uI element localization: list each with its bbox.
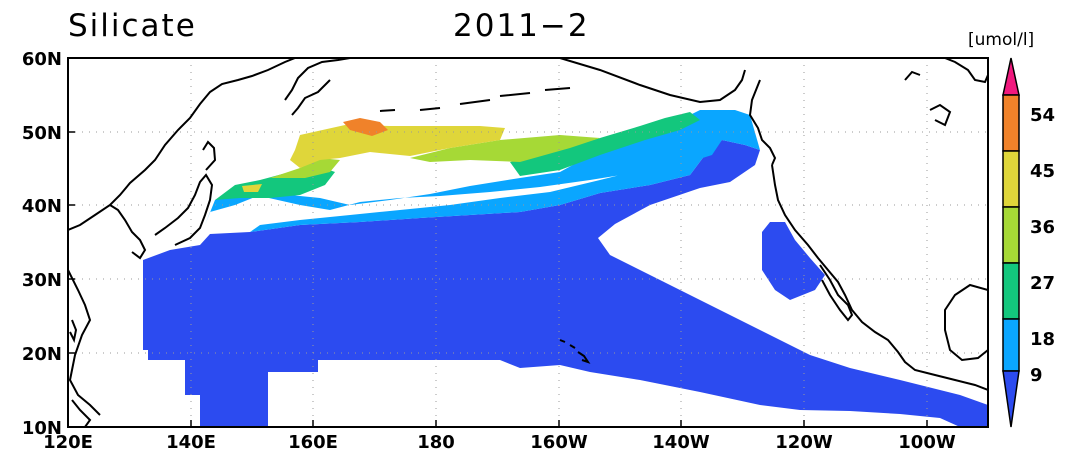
lon-label-120E: 120E (43, 432, 93, 453)
lat-label-40N: 40N (22, 196, 62, 217)
colorbar-unit-label: [umol/l] (968, 30, 1035, 50)
colorbar-label-54: 54 (1030, 105, 1055, 126)
colorbar-swatch-bottom (1002, 370, 1020, 428)
colorbar-label-36: 36 (1030, 217, 1055, 238)
silicate-band-0-9 (143, 140, 988, 427)
coastlines (68, 58, 988, 427)
variable-title: Silicate (68, 8, 197, 44)
colorbar-label-18: 18 (1030, 329, 1055, 350)
lon-label-100W: 100W (898, 432, 956, 453)
lon-label-140E: 140E (166, 432, 216, 453)
colorbar (1002, 57, 1020, 428)
silicate-band-18-27 (215, 112, 700, 200)
map-frame (67, 57, 989, 428)
lat-label-60N: 60N (22, 49, 62, 70)
silicate-band-36-45 (242, 125, 505, 192)
silicate-field (143, 110, 988, 427)
lon-label-120W: 120W (775, 432, 833, 453)
colorbar-swatch-36-45 (1002, 150, 1020, 208)
axis-ticks (67, 131, 928, 427)
lat-label-10N: 10N (22, 418, 62, 439)
colorbar-swatch-45-54 (1002, 94, 1020, 152)
colorbar-label-45: 45 (1030, 161, 1055, 182)
colorbar-label-9: 9 (1030, 365, 1043, 386)
silicate-band-0-9-coastal (762, 222, 825, 300)
axis-labels: 120E 140E 160E 180 160W 140W 120W 100W 1… (22, 49, 956, 453)
silicate-band-9-18 (205, 110, 760, 232)
colorbar-swatch-9-18 (1002, 318, 1020, 372)
colorbar-swatch-top (1002, 57, 1020, 96)
lat-label-30N: 30N (22, 270, 62, 291)
lat-label-50N: 50N (22, 123, 62, 144)
lat-label-20N: 20N (22, 344, 62, 365)
lon-label-180: 180 (417, 432, 455, 453)
colorbar-swatch-27-36 (1002, 206, 1020, 264)
colorbar-labels: 54 45 36 27 18 9 (1030, 105, 1055, 386)
lon-label-160E: 160E (288, 432, 338, 453)
silicate-band-27-36 (270, 135, 600, 178)
colorbar-label-27: 27 (1030, 273, 1055, 294)
lon-label-140W: 140W (652, 432, 710, 453)
date-title: 2011−2 (453, 8, 590, 44)
lon-label-160W: 160W (530, 432, 588, 453)
colorbar-swatch-18-27 (1002, 262, 1020, 320)
